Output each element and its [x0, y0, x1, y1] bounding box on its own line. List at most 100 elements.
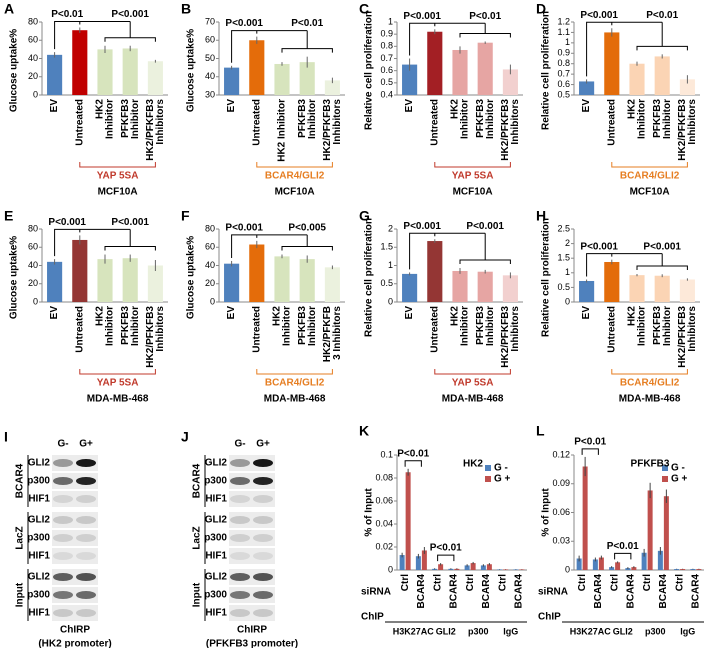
blot-band — [53, 495, 73, 503]
x-tick-label: EV — [226, 99, 237, 113]
y-tick-label: 30 — [205, 89, 215, 99]
bar — [480, 565, 486, 570]
y-tick-label: 0.06 — [375, 495, 393, 505]
bar — [609, 567, 615, 570]
blot-lane — [229, 587, 275, 603]
p-value: P<0.01 — [397, 448, 429, 459]
panel-letter: J — [181, 429, 189, 445]
row-label: p300 — [27, 533, 50, 544]
chart-title: PFKFB3 — [631, 459, 670, 470]
x-tick-label: EV — [404, 99, 415, 113]
y-tick-label: 0.8 — [380, 41, 393, 51]
row-label: HIF1 — [205, 494, 227, 505]
x-tick-label: EV — [404, 306, 415, 320]
blot-band — [230, 609, 250, 617]
y-tick-label: 0.08 — [375, 472, 393, 482]
x-tick-label: HK2 — [95, 306, 106, 326]
y-tick-label: 0.5 — [557, 89, 570, 99]
row-label: siRNA — [361, 587, 391, 598]
y-tick-label: 0.04 — [375, 518, 393, 528]
y-tick-label: 0 — [565, 564, 570, 574]
blot-band — [253, 477, 273, 485]
sig-bracket — [54, 228, 131, 257]
x-tick-label: Inhibitor — [637, 99, 648, 139]
bar — [415, 556, 421, 570]
x-tick-label: Ctrl — [497, 574, 508, 591]
bar — [421, 550, 427, 570]
blot-band — [230, 477, 250, 485]
p-value: P<0.01 — [291, 18, 323, 29]
bar — [427, 241, 443, 302]
y-tick-label: 0.8 — [557, 58, 570, 68]
p-value: P<0.01 — [51, 9, 83, 20]
x-tick-label: EV — [49, 306, 60, 320]
x-tick-label: EV — [581, 99, 592, 113]
cell-line-label: MDA-MB-468 — [442, 394, 504, 405]
y-tick-label: 20 — [28, 71, 38, 81]
sig-bracket — [581, 448, 599, 455]
bar — [299, 259, 315, 302]
x-tick-label: Untreated — [606, 306, 617, 353]
x-tick-label: Ctrl — [642, 574, 653, 591]
x-tick-label: Inhibitor — [460, 99, 471, 139]
bar — [592, 559, 598, 570]
row-label: GLI2 — [205, 515, 228, 526]
x-tick-label: Inhibitor — [662, 306, 673, 346]
x-tick-label: Inhibitors — [510, 99, 521, 145]
y-tick-label: 0.6 — [380, 65, 393, 75]
group-bracket — [256, 369, 333, 375]
bar — [452, 49, 468, 95]
cell-line-label: MCF10A — [98, 187, 138, 198]
y-tick-label: 0.5 — [380, 77, 393, 87]
sig-bracket — [636, 22, 688, 51]
blot-lane — [229, 569, 275, 585]
blot-band — [253, 609, 273, 617]
sig-bracket — [586, 21, 663, 77]
blot-lane — [52, 455, 98, 471]
row-label: GLI2 — [28, 572, 51, 583]
blot-band — [76, 459, 96, 467]
row-label: HIF1 — [28, 608, 50, 619]
panel-letter: I — [4, 429, 8, 445]
blot-band — [53, 609, 73, 617]
blot-lane — [52, 605, 98, 621]
blot-band — [253, 573, 273, 581]
group-label: BCAR4/GLI2 — [265, 171, 325, 182]
sig-bracket — [586, 253, 663, 277]
blot-lane — [229, 455, 275, 471]
bar — [399, 555, 405, 570]
blot-band — [53, 552, 73, 560]
y-tick-label: 0.03 — [552, 536, 570, 546]
bar — [97, 49, 113, 95]
y-tick-label: 60 — [205, 35, 215, 45]
p-value: P<0.001 — [225, 223, 263, 234]
sig-bracket — [54, 20, 131, 50]
legend-label: G - — [494, 463, 508, 474]
y-tick-label: 80 — [205, 223, 215, 233]
x-tick-label: PFKFB3 — [652, 306, 663, 345]
blot-band — [76, 609, 96, 617]
blot-lane — [52, 491, 98, 507]
bar — [690, 569, 696, 570]
group-label: IgG — [503, 626, 518, 636]
bar — [438, 564, 444, 570]
blot-band — [230, 495, 250, 503]
x-tick-label: HK2/PFKFB3 — [500, 306, 511, 368]
caption: ChIRP — [237, 625, 267, 636]
blot-band — [230, 552, 250, 560]
p-value: P<0.01 — [607, 541, 639, 552]
x-tick-label: Inhibitor — [130, 306, 141, 346]
row-label: HIF1 — [205, 551, 227, 562]
blot-band — [53, 516, 73, 524]
p-value: P<0.001 — [466, 221, 504, 232]
blot-band — [53, 477, 73, 485]
y-tick-label: 0 — [388, 296, 393, 306]
p-value: P<0.001 — [580, 10, 618, 21]
blot-band — [253, 495, 273, 503]
bar — [477, 271, 493, 302]
blot-lane — [229, 548, 275, 564]
group-label: GLI2 — [436, 626, 456, 636]
group-label: BCAR4/GLI2 — [620, 378, 680, 389]
sig-bracket — [281, 234, 333, 251]
row-label: GLI2 — [28, 515, 51, 526]
